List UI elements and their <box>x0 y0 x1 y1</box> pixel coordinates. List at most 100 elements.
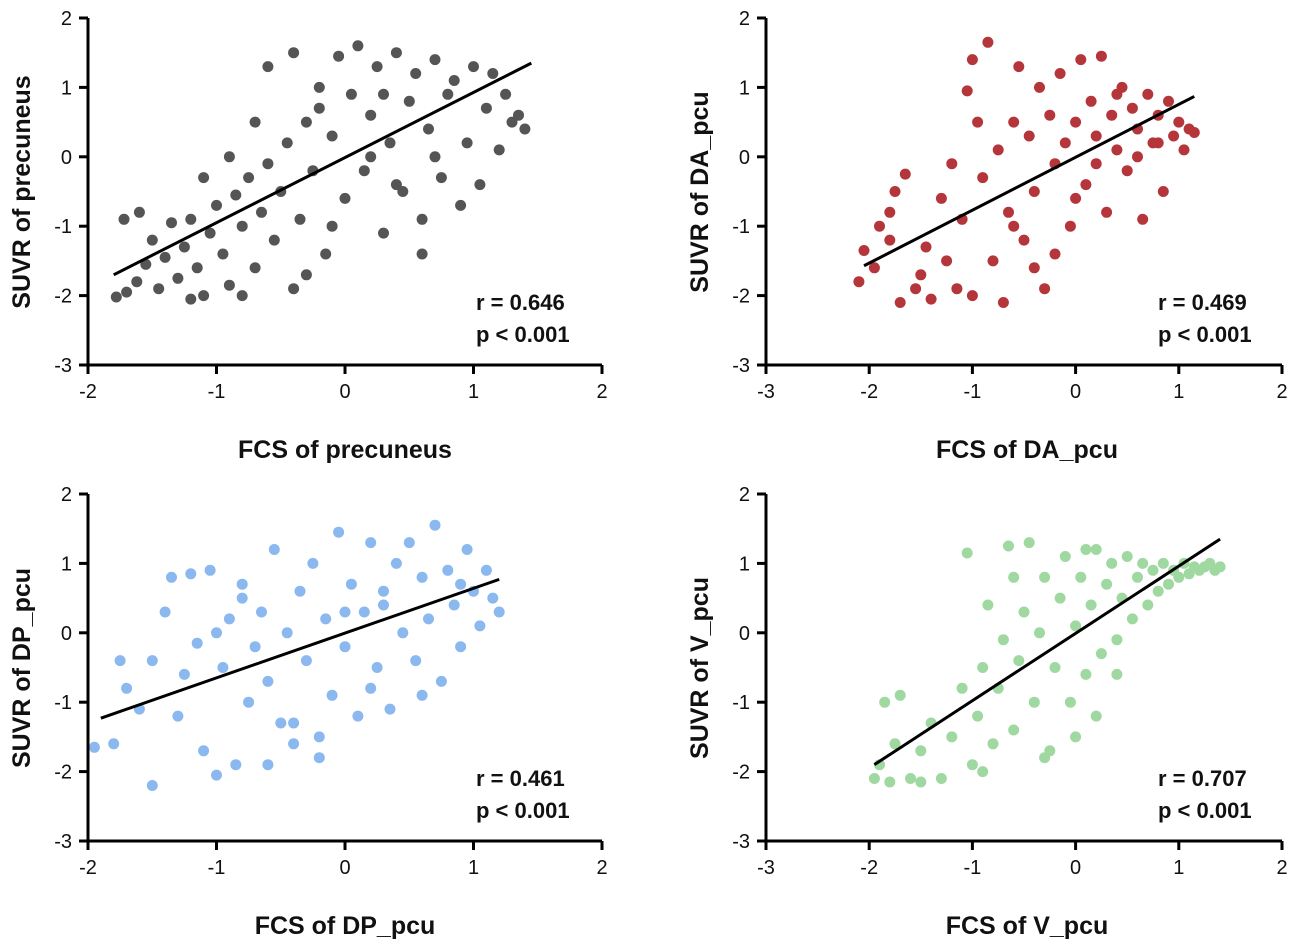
data-point <box>448 75 460 86</box>
data-point <box>442 564 454 576</box>
data-point <box>1173 116 1185 128</box>
data-point <box>333 50 345 62</box>
data-point <box>1013 61 1025 73</box>
data-point <box>178 668 190 680</box>
data-point <box>166 217 177 229</box>
data-point <box>326 220 338 232</box>
data-point <box>455 641 467 653</box>
data-point <box>243 696 255 708</box>
data-point <box>371 662 383 673</box>
data-point <box>966 290 978 302</box>
data-point <box>493 144 505 156</box>
data-point <box>384 703 396 715</box>
r-value-v-pcu: r = 0.707 <box>1158 766 1247 791</box>
data-point <box>1054 592 1066 604</box>
x-tick-label: -1 <box>208 857 226 879</box>
data-point <box>487 68 499 79</box>
data-point <box>925 293 937 305</box>
x-tick-label: 1 <box>1173 381 1184 403</box>
data-point <box>262 675 274 687</box>
y-tick-label: 2 <box>739 8 750 30</box>
data-point <box>423 613 434 625</box>
data-point <box>403 537 415 549</box>
data-point <box>390 557 402 569</box>
data-point <box>1070 116 1082 128</box>
data-point <box>889 186 901 197</box>
x-axis-title-dp-pcu: FCS of DP_pcu <box>255 912 436 940</box>
y-axis-title-precuneus: SUVR of precuneus <box>8 75 36 308</box>
data-point <box>198 172 210 184</box>
data-point <box>461 544 473 555</box>
data-point <box>1142 599 1154 611</box>
data-point <box>313 731 325 743</box>
data-point <box>410 68 422 79</box>
data-point <box>1018 606 1030 618</box>
data-point <box>352 40 364 52</box>
data-point <box>1157 186 1169 197</box>
y-tick-label: 0 <box>61 623 72 645</box>
data-point <box>153 283 165 295</box>
data-point <box>1008 571 1020 583</box>
p-value-dp-pcu: p < 0.001 <box>476 798 570 823</box>
data-point <box>442 88 454 100</box>
data-point <box>352 710 364 722</box>
data-point <box>474 620 486 632</box>
data-point <box>1178 144 1190 156</box>
data-point <box>480 564 492 576</box>
r-value-dp-pcu: r = 0.461 <box>476 766 565 791</box>
data-point <box>1034 627 1045 639</box>
data-point <box>1173 571 1185 583</box>
data-point <box>910 283 922 295</box>
y-tick-label: 1 <box>739 77 750 99</box>
data-point <box>997 297 1009 308</box>
data-point <box>429 151 441 163</box>
data-point <box>884 234 896 246</box>
data-point <box>1008 724 1020 736</box>
data-point <box>1070 192 1082 204</box>
data-point <box>345 88 357 100</box>
data-point <box>1095 50 1107 62</box>
data-point <box>191 637 203 649</box>
y-tick-label: -1 <box>54 692 72 714</box>
data-point <box>288 738 300 750</box>
data-point <box>1059 551 1071 562</box>
fit-line-precuneus <box>113 61 533 277</box>
data-point <box>397 627 409 639</box>
data-point <box>853 276 865 288</box>
x-tick-label: -1 <box>208 381 226 403</box>
data-point <box>1085 599 1097 611</box>
data-point <box>288 283 300 295</box>
x-tick-label: 0 <box>339 381 350 403</box>
data-point <box>236 578 248 590</box>
y-tick-label: 0 <box>61 147 72 169</box>
data-point <box>1059 137 1071 149</box>
data-point <box>191 262 203 274</box>
data-point <box>1106 557 1118 569</box>
data-point <box>519 123 531 135</box>
data-point <box>429 54 441 66</box>
data-point <box>223 613 235 625</box>
x-tick-label: 0 <box>1070 857 1081 879</box>
data-point <box>1080 668 1092 680</box>
data-point <box>455 578 467 590</box>
data-point <box>281 627 293 639</box>
data-point <box>1034 81 1045 93</box>
y-tick-label: 2 <box>61 8 72 30</box>
data-point <box>1090 544 1102 555</box>
data-point <box>487 592 499 604</box>
data-point <box>429 519 441 531</box>
data-point <box>390 179 402 191</box>
x-tick-label: 2 <box>1276 381 1287 403</box>
data-point <box>223 279 235 291</box>
data-point <box>159 251 171 263</box>
data-point <box>416 689 428 701</box>
x-tick-label: 1 <box>468 381 479 403</box>
scatter-points-dp-pcu <box>88 519 505 791</box>
data-point <box>185 293 197 305</box>
data-point <box>946 158 958 170</box>
x-tick-label: 0 <box>339 857 350 879</box>
data-point <box>423 123 434 135</box>
ticks-v-pcu: -3 -2 -1 0 1 2 -3 -2 -1 0 1 2 <box>732 484 1287 879</box>
data-point <box>1008 116 1020 128</box>
data-point <box>493 606 505 618</box>
